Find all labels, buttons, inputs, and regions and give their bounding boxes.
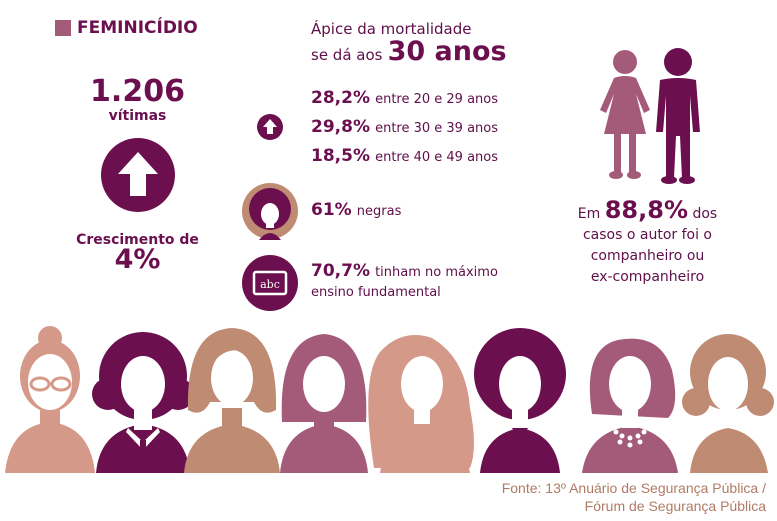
peak-line2: se dá aos 30 anos	[311, 36, 507, 67]
growth-value: 4%	[114, 244, 161, 275]
peak-age: 30 anos	[387, 36, 507, 67]
woman-7-necklace	[613, 429, 647, 448]
education-text1: tinham no máximo	[375, 265, 498, 280]
source-line2: Fórum de Segurança Pública	[584, 498, 766, 514]
page-title: FEMINICÍDIO	[77, 18, 198, 38]
age-range-1: 28,2% entre 20 e 29 anos	[311, 88, 498, 108]
author-prefix: Em	[577, 206, 601, 222]
author-line4: ex-companheiro	[590, 269, 705, 285]
woman-1-glasses	[29, 376, 72, 392]
education-text2: ensino fundamental	[311, 285, 441, 300]
education-icon-text: abc	[260, 278, 280, 291]
black-woman-icon	[241, 182, 299, 240]
author-suffix: dos	[692, 206, 718, 222]
age-range-1-pct: 28,2%	[311, 88, 370, 108]
black-pct: 61%	[311, 200, 352, 220]
peak-line2-prefix: se dá aos	[311, 46, 383, 64]
age-range-2-pct: 29,8%	[311, 117, 370, 137]
age-range-3: 18,5% entre 40 e 49 anos	[311, 146, 498, 166]
education-icon: abc	[242, 255, 298, 311]
author-line3: companheiro ou	[590, 248, 705, 264]
age-range-3-text: entre 40 e 49 anos	[375, 150, 499, 165]
black-stat: 61% negras	[311, 200, 401, 220]
age-range-3-pct: 18,5%	[311, 146, 370, 166]
growth-label: Crescimento de	[76, 232, 199, 248]
source: Fonte: 13º Anuário de Segurança Pública …	[420, 479, 766, 515]
source-line1: Fonte: 13º Anuário de Segurança Pública …	[501, 480, 766, 496]
women-silhouettes	[0, 318, 777, 473]
peak-line1: Ápice da mortalidade	[311, 20, 472, 38]
victims-label: vítimas	[108, 108, 167, 124]
age-range-1-text: entre 20 e 29 anos	[375, 92, 499, 107]
couple-icon	[592, 46, 712, 186]
title-square	[55, 20, 71, 36]
author-stat: Em 88,8% dos casos o autor foi o companh…	[560, 198, 735, 288]
education-pct: 70,7%	[311, 261, 370, 281]
author-line2: casos o autor foi o	[582, 227, 712, 243]
age-range-2: 29,8% entre 30 e 39 anos	[311, 117, 498, 137]
age-range-2-text: entre 30 e 39 anos	[375, 121, 499, 136]
age-arrow-icon	[257, 114, 283, 140]
author-line1: Em 88,8% dos	[560, 198, 735, 225]
black-text: negras	[356, 204, 402, 219]
growth-arrow-icon	[101, 138, 175, 212]
victims-number: 1.206	[90, 74, 185, 109]
education-stat: 70,7% tinham no máximo ensino fundamenta…	[311, 262, 498, 302]
author-pct: 88,8%	[604, 196, 688, 224]
